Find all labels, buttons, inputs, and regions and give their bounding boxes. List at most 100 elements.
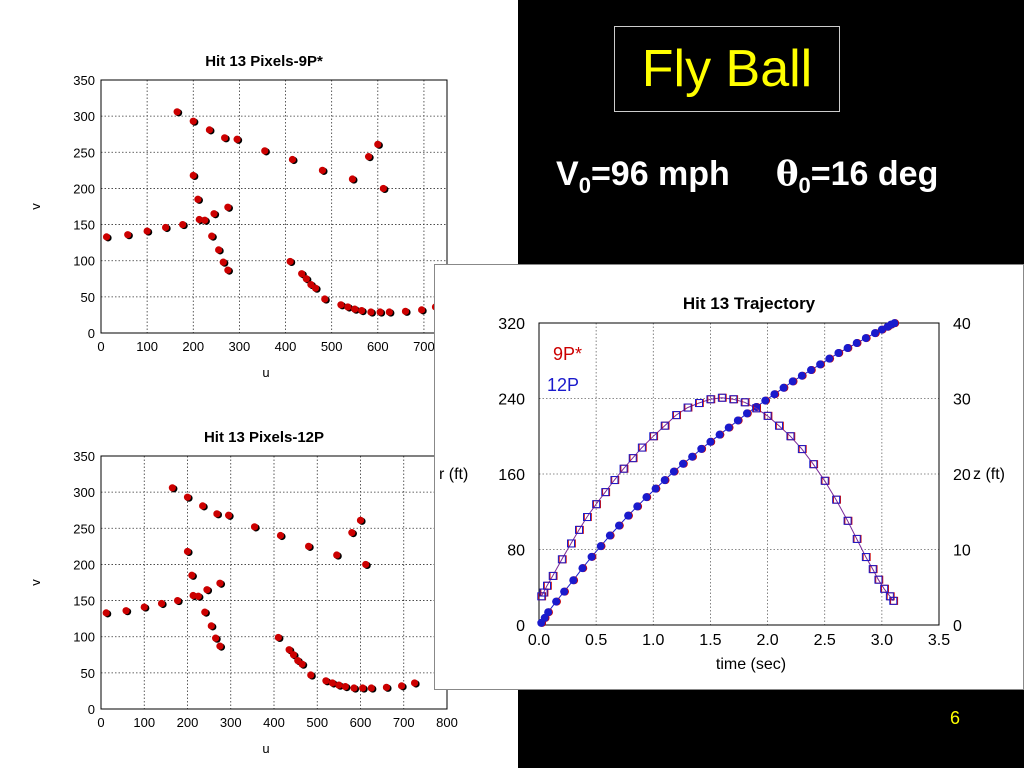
page-number: 6 <box>950 708 961 728</box>
z-point-12p <box>543 581 551 590</box>
z-point-12p <box>610 476 619 485</box>
data-point <box>189 171 197 180</box>
x-axis-label: u <box>262 365 269 380</box>
r-point-12p <box>578 564 587 573</box>
z-point-12p <box>637 443 646 452</box>
y-tick-label: 200 <box>73 557 95 572</box>
y-axis-label: v <box>28 203 43 210</box>
r-point-12p <box>788 377 797 386</box>
data-point <box>348 529 356 537</box>
r-point-12p <box>560 587 569 596</box>
data-point <box>215 246 223 254</box>
r-point-12p <box>688 452 697 461</box>
data-point <box>397 682 406 690</box>
r-point-12p <box>761 396 770 405</box>
data-point <box>333 551 341 559</box>
y2-axis-label: z (ft) <box>973 466 1005 483</box>
z-point-12p <box>567 539 575 548</box>
x-tick-label: 600 <box>367 339 389 354</box>
r-point-12p <box>797 371 806 380</box>
data-point <box>183 547 192 556</box>
data-point <box>305 542 313 550</box>
x-axis-label: time (sec) <box>716 656 786 673</box>
x-tick-label: 0 <box>97 715 104 730</box>
data-point <box>362 560 370 569</box>
data-point <box>205 126 214 134</box>
r-point-12p <box>715 430 724 439</box>
data-point <box>289 651 298 659</box>
chart-title: Hit 13 Trajectory <box>683 294 816 313</box>
z-fit-line <box>540 397 894 602</box>
data-point <box>179 220 187 229</box>
y-tick-label: 150 <box>73 218 95 233</box>
x-tick-label: 3.0 <box>871 632 893 649</box>
z-point-12p <box>868 565 877 574</box>
z-point-12p <box>628 454 637 463</box>
data-point <box>379 184 387 193</box>
r-point-12p <box>743 409 751 418</box>
r-point-12p <box>587 552 596 561</box>
y-axis-label: r (ft) <box>439 466 468 483</box>
data-point <box>188 571 196 579</box>
data-point <box>122 607 130 615</box>
z-point-12p <box>619 464 628 473</box>
data-point <box>203 586 211 594</box>
data-point <box>194 195 202 203</box>
x-axis-label: u <box>262 741 269 756</box>
x-tick-label: 2.0 <box>756 632 778 649</box>
y-tick-label: 0 <box>88 326 95 341</box>
z-point-12p <box>649 432 658 441</box>
y-tick-label: 350 <box>73 449 95 464</box>
r-point-12p <box>779 383 788 392</box>
v0-label: V <box>556 155 579 193</box>
z-point-12p <box>763 411 772 420</box>
data-point <box>318 166 327 174</box>
r-point-12p <box>697 444 706 453</box>
y-tick-label: 100 <box>73 630 95 645</box>
legend-9p: 9P* <box>553 344 582 364</box>
z-point-12p <box>861 553 870 562</box>
theta-sub: 0 <box>798 172 811 198</box>
data-point <box>224 203 232 211</box>
y-tick-label: 240 <box>498 392 525 409</box>
r-point-12p <box>890 319 899 328</box>
x-tick-label: 0 <box>97 339 104 354</box>
data-point <box>224 266 232 274</box>
x-tick-label: 100 <box>133 715 155 730</box>
z-point-12p <box>717 393 726 402</box>
data-point <box>376 308 384 316</box>
y-axis-label: v <box>28 579 43 586</box>
r-point-12p <box>770 390 779 399</box>
y2-tick-label: 10 <box>953 543 971 560</box>
data-point <box>385 308 393 316</box>
z-point-12p <box>695 399 703 408</box>
data-point <box>382 683 391 691</box>
legend-12p: 12P <box>547 375 579 395</box>
y-tick-label: 250 <box>73 145 95 160</box>
r-point-12p <box>660 476 669 485</box>
y-tick-label: 0 <box>516 618 525 635</box>
z-point-12p <box>843 516 852 525</box>
y-tick-label: 0 <box>88 702 95 717</box>
plot-frame <box>538 322 940 626</box>
data-point <box>216 579 224 587</box>
data-point <box>207 622 215 630</box>
data-point <box>344 303 352 311</box>
x-tick-label: 3.5 <box>928 632 950 649</box>
r-point-12p <box>569 576 578 585</box>
x-tick-label: 300 <box>229 339 251 354</box>
data-point <box>335 681 343 689</box>
data-point <box>348 175 357 183</box>
data-point <box>274 633 282 642</box>
data-point <box>341 682 349 691</box>
r-point-12p <box>834 349 843 358</box>
z-point-12p <box>889 596 898 605</box>
r-point-12p <box>605 531 614 540</box>
data-point <box>194 592 202 600</box>
x-tick-label: 200 <box>177 715 199 730</box>
data-point <box>161 223 170 232</box>
z-point-12p <box>832 495 841 504</box>
y2-tick-label: 40 <box>953 316 971 333</box>
slide-title: Fly Ball <box>614 26 840 112</box>
z-point-12p <box>660 421 669 430</box>
